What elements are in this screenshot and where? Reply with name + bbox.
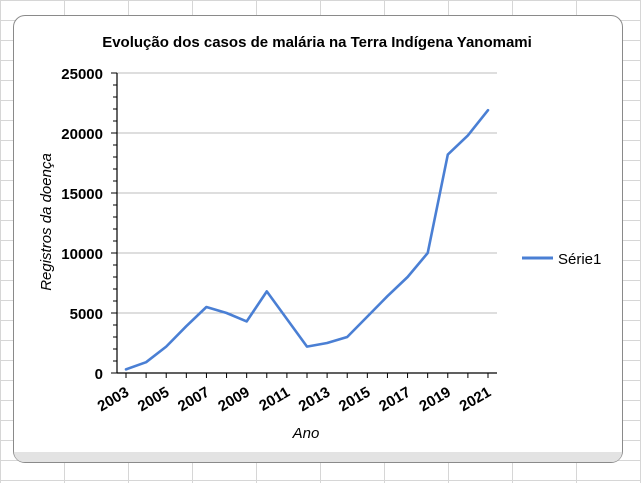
x-tick-label: 2011 xyxy=(256,384,293,415)
y-tick-label: 15000 xyxy=(61,186,103,203)
series-line-1 xyxy=(124,108,490,371)
y-tick-label: 10000 xyxy=(61,246,103,263)
y-tick-labels: 0 5000 10000 15000 20000 25000 xyxy=(61,66,103,383)
legend-label-serie1: Série1 xyxy=(558,251,601,268)
y-tick-label: 5000 xyxy=(70,306,103,323)
x-tick-label: 2019 xyxy=(416,384,453,415)
x-tick-label: 2003 xyxy=(95,384,132,415)
x-tick-label: 2021 xyxy=(457,384,494,415)
x-tick-label: 2007 xyxy=(175,384,212,415)
legend: Série1 xyxy=(522,251,601,268)
y-tick-label: 20000 xyxy=(61,126,103,143)
y-axis-label: Registros da doença xyxy=(38,153,55,291)
x-tick-label: 2005 xyxy=(135,384,172,415)
axes xyxy=(111,72,497,378)
y-tick-label: 25000 xyxy=(61,66,103,83)
x-tick-label: 2013 xyxy=(296,384,333,415)
y-tick-label: 0 xyxy=(95,366,103,383)
chart-title: Evolução dos casos de malária na Terra I… xyxy=(102,34,532,51)
gridlines xyxy=(117,72,497,314)
series-lines xyxy=(124,108,490,371)
x-axis-label: Ano xyxy=(292,425,320,442)
x-tick-label: 2015 xyxy=(336,384,373,415)
x-tick-label: 2009 xyxy=(215,384,252,415)
x-tick-labels: 2003 2005 2007 2009 2011 2013 2015 2017 2019 2021 xyxy=(95,384,494,415)
x-tick-label: 2017 xyxy=(376,384,413,415)
chart-frame xyxy=(13,15,623,463)
